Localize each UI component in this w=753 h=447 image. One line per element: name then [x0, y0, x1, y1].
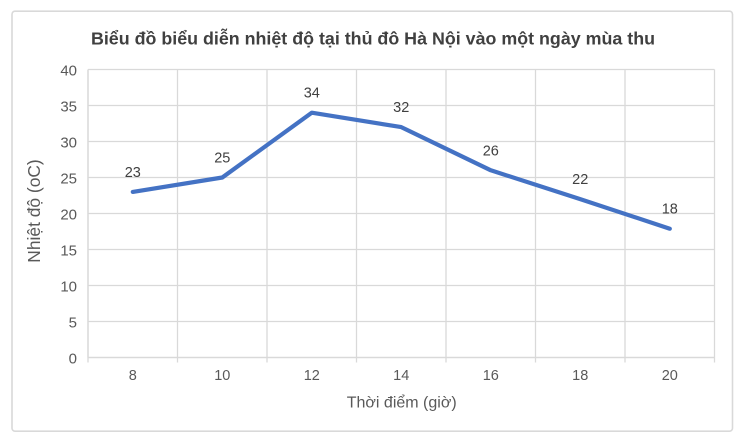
- svg-text:32: 32: [393, 100, 409, 116]
- svg-text:15: 15: [60, 242, 77, 259]
- svg-text:12: 12: [304, 368, 320, 384]
- svg-text:25: 25: [214, 151, 230, 167]
- svg-text:22: 22: [572, 172, 588, 188]
- svg-text:34: 34: [304, 86, 320, 102]
- svg-text:23: 23: [125, 165, 141, 181]
- svg-text:Biểu đồ biểu diễn nhiệt độ tại: Biểu đồ biểu diễn nhiệt độ tại thủ đô Hà…: [91, 28, 655, 49]
- svg-text:10: 10: [60, 278, 77, 295]
- svg-text:35: 35: [60, 98, 77, 115]
- svg-text:20: 20: [60, 206, 77, 223]
- svg-text:10: 10: [214, 368, 230, 384]
- svg-text:18: 18: [662, 202, 678, 218]
- svg-text:0: 0: [69, 350, 77, 367]
- svg-text:8: 8: [129, 368, 137, 384]
- svg-text:25: 25: [60, 170, 77, 187]
- svg-text:26: 26: [483, 143, 499, 159]
- svg-text:5: 5: [69, 314, 77, 331]
- svg-text:20: 20: [662, 368, 678, 384]
- svg-text:18: 18: [572, 368, 588, 384]
- svg-text:30: 30: [60, 134, 77, 151]
- svg-text:40: 40: [60, 62, 77, 79]
- svg-text:16: 16: [483, 368, 499, 384]
- svg-text:14: 14: [393, 368, 409, 384]
- svg-text:Thời điểm (giờ): Thời điểm (giờ): [347, 394, 457, 412]
- svg-text:Nhiệt độ (oC): Nhiệt độ (oC): [24, 159, 44, 262]
